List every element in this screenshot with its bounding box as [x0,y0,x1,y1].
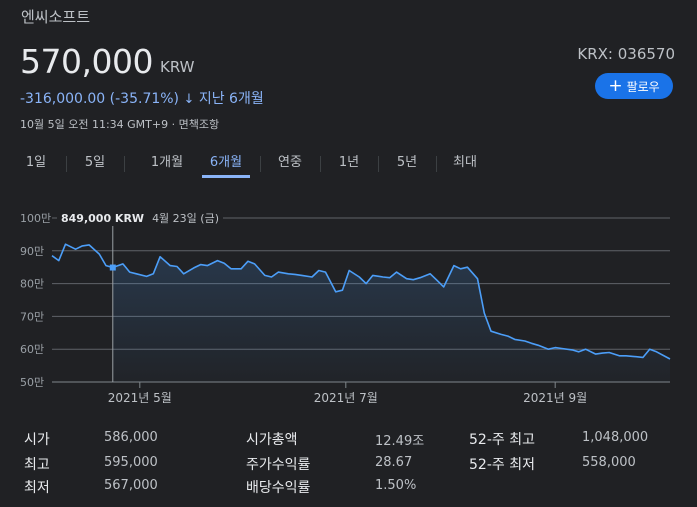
tab-divider [320,156,321,172]
y-tick-label: 100만 [20,212,51,225]
tab-ytd[interactable]: 연중 [278,155,302,170]
y-tick-label: 60만 [20,343,44,356]
timestamp-disclaimer: 10월 5일 오전 11:34 GMT+9 · 면책조항 [20,118,220,131]
y-tick-label: 50만 [20,376,44,389]
currency-label: KRW [160,58,195,76]
stat-value-market-cap: 12.49조 [375,434,425,449]
stat-label-high: 최고 [24,457,50,473]
y-tick-label: 70만 [20,310,44,323]
hover-marker [109,264,116,271]
price-area-fill [112,256,671,382]
stock-price: 570,000 [20,42,153,81]
price-chart-svg[interactable]: 100만 90만 80만 70만 60만 50만 2021년 5월 2021년 7월 2021년… [0,200,697,412]
tab-divider [436,156,437,172]
plus-icon: + [608,75,623,96]
x-tick-label: 2021년 5월 [108,391,172,405]
tab-5d[interactable]: 5일 [84,155,106,170]
hover-tooltip-bg [57,210,223,226]
tab-1d[interactable]: 1일 [25,155,47,170]
x-tick-label: 2021년 9월 [523,391,587,405]
tab-1m[interactable]: 1개월 [150,155,184,170]
stat-label-market-cap: 시가총액 [246,432,298,448]
tab-6m[interactable]: 6개월 [202,150,250,178]
ticker-symbol: KRX: 036570 [577,45,675,63]
stat-value-52w-low: 558,000 [582,455,636,470]
tab-5y[interactable]: 5년 [396,155,418,170]
stats-table: 시가 586,000 최고 595,000 최저 567,000 시가총액 12… [0,420,697,507]
tab-divider [66,156,67,172]
x-tick-label: 2021년 7월 [314,391,378,405]
price-change: -316,000.00 (-35.71%) ↓ 지난 6개월 [20,88,264,108]
stat-label-52w-high: 52-주 최고 [469,432,535,448]
hover-tooltip: 849,000 KRW 4월 23일 (금) [61,211,219,225]
y-tick-label: 80만 [20,278,44,291]
stat-value-52w-high: 1,048,000 [582,430,649,445]
price-chart[interactable]: 100만 90만 80만 70만 60만 50만 2021년 5월 2021년 7월 2021년… [0,200,697,412]
stat-label-low: 최저 [24,480,50,496]
price-change-period: 지난 6개월 [198,91,264,107]
stat-label-open: 시가 [24,432,50,448]
hover-date: 4월 23일 (금) [152,211,219,225]
price-line [51,243,671,360]
hover-price: 849,000 KRW [61,212,144,225]
stat-value-pe-ratio: 28.67 [375,455,413,470]
company-name: 엔씨소프트 [21,8,91,26]
follow-label: 팔로우 [626,79,660,94]
y-tick-label: 90만 [20,245,44,258]
arrow-down-icon: ↓ [183,92,195,107]
stat-label-pe-ratio: 주가수익률 [246,457,311,473]
follow-button[interactable]: + 팔로우 [595,73,673,99]
stat-value-open: 586,000 [104,430,158,445]
stat-value-dividend-yield: 1.50% [375,478,417,493]
tab-divider [378,156,379,172]
price-change-value: -316,000.00 (-35.71%) [20,91,180,107]
tab-1y[interactable]: 1년 [338,155,360,170]
stat-label-52w-low: 52-주 최저 [469,457,535,473]
tab-divider [260,156,261,172]
stat-value-high: 595,000 [104,455,158,470]
tab-max[interactable]: 최대 [453,155,477,170]
stat-label-dividend-yield: 배당수익률 [246,480,311,496]
stat-value-low: 567,000 [104,478,158,493]
tab-divider [124,156,125,172]
